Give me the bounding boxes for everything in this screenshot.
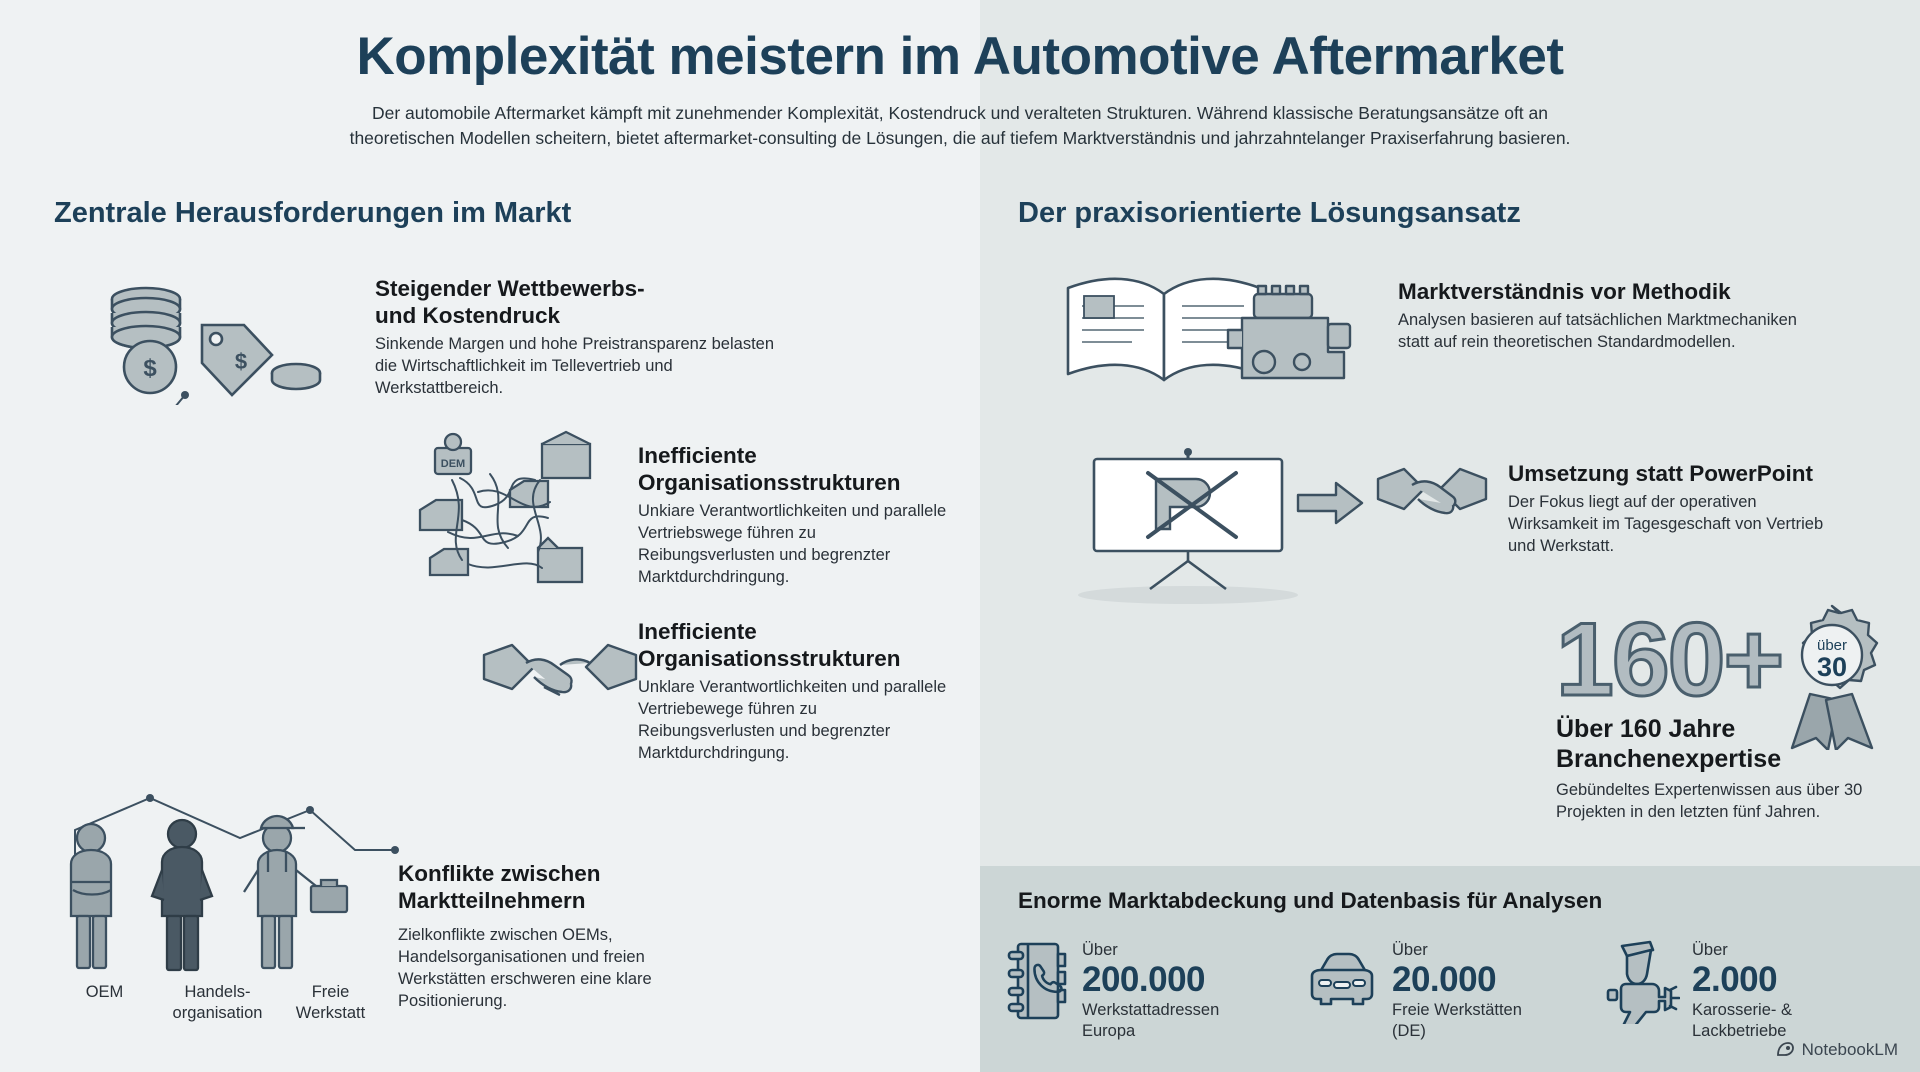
big-stat-body: Gebündeltes Expertenwissen aus über 30 P…	[1556, 781, 1863, 821]
challenge-2-body: Unkiare Verantwortlichkeiten und paralle…	[638, 502, 947, 586]
page-subtitle: Der automobile Aftermarket kämpft mit zu…	[220, 101, 1700, 151]
stat-1-label-line1: Werkstattadressen	[1082, 1001, 1220, 1019]
person-label-werkstatt-line2: Werkstatt	[295, 1004, 366, 1022]
spray-gun-icon	[1606, 940, 1680, 1024]
data-panel-title: Enorme Marktabdeckung und Datenbasis für…	[1018, 888, 1603, 913]
car-front-icon	[1310, 952, 1374, 1006]
data-panel-stats: Über 200.000 Werkstattadressen Europa	[1004, 938, 1904, 1042]
solution-2-body: Der Fokus liegt auf der operativen Wirks…	[1508, 493, 1824, 555]
stat-1-label-line2: Europa	[1082, 1022, 1136, 1040]
stat-werkstattadressen: Über 200.000 Werkstattadressen Europa	[1004, 938, 1304, 1042]
challenge-3-body: Unklare Verantwortlichkeiten und paralle…	[638, 678, 947, 762]
big-stat-number: 160+	[1555, 602, 1786, 718]
stat-2-label-line2: (DE)	[1392, 1022, 1426, 1040]
stat-1-prefix: Über	[1082, 941, 1118, 959]
stat-freie-werkstaetten: Über 20.000 Freie Werkstätten (DE)	[1304, 938, 1604, 1042]
handshake-icon	[349, 581, 650, 740]
person-label-handel-line2: organisation	[172, 1004, 263, 1022]
network-node-label: DEM	[441, 458, 465, 470]
challenge-block-2: Inefficiente Organisationsstrukturen Unk…	[638, 442, 978, 588]
page-title: Komplexität meistern im Automotive After…	[356, 27, 1564, 86]
address-book-phone-icon	[1007, 942, 1067, 1020]
stat-2-label-line1: Freie Werkstätten	[1392, 1001, 1522, 1019]
award-badge-icon: über 30	[1768, 600, 1898, 755]
person-label-werkstatt-line1: Freie	[311, 983, 350, 1001]
subtitle-line-2: theoretischen Modellen scheitern, bietet…	[349, 128, 1571, 148]
solution-1-title: Marktverständnis vor Methodik	[1398, 279, 1731, 304]
challenge-4-title-line2: Marktteilnehmern	[398, 888, 586, 913]
challenge-2-title-line1: Inefficiente	[638, 443, 757, 468]
badge-small-text: über	[1817, 637, 1847, 654]
big-stat-block: 160+ Über 160 Jahre Branchenexpertise Ge…	[1555, 602, 1916, 823]
challenge-4-body: Zielkonflikte zwischen OEMs, Handelsorga…	[398, 926, 652, 1010]
challenge-3-title-line1: Inefficiente	[638, 619, 757, 644]
stat-2-number: 20.000	[1392, 960, 1497, 999]
challenge-4-title: Konflikte zwischen Marktteilnehmern	[398, 860, 738, 914]
tangled-network-icon: DEM	[334, 430, 620, 605]
person-label-handelsorganisation: Handels- organisation	[161, 982, 274, 1024]
person-label-freie-werkstatt: Freie Werkstatt	[274, 982, 387, 1024]
challenge-3-title: Inefficiente Organisationsstrukturen	[638, 618, 978, 672]
challenge-1-body: Sinkende Margen und hohe Preistransparen…	[375, 335, 775, 397]
solution-2-title: Umsetzung statt PowerPoint	[1508, 461, 1814, 486]
notebooklm-logo: NotebookLM	[1775, 1040, 1898, 1060]
person-label-handel-line1: Handels-	[184, 983, 251, 1001]
person-labels: OEM Handels- organisation Freie Werkstat…	[48, 982, 388, 1024]
data-coverage-panel: Enorme Marktabdeckung und Datenbasis für…	[980, 866, 1920, 1072]
notebooklm-logo-text: NotebookLM	[1801, 1040, 1898, 1059]
challenge-3-title-line2: Organisationsstrukturen	[638, 646, 901, 671]
big-stat-title-line1: Über 160 Jahre	[1556, 715, 1736, 743]
solution-1-body: Analysen basieren auf tatsächlichen Mark…	[1398, 311, 1797, 351]
challenge-4-title-line1: Konflikte zwischen	[398, 861, 601, 886]
big-stat-title-line2: Branchenexpertise	[1556, 745, 1782, 773]
stat-3-prefix: Über	[1692, 941, 1728, 959]
stat-2-prefix: Über	[1392, 941, 1428, 959]
challenge-1-title-line1: Steigender Wettbewerbs-	[375, 276, 645, 301]
notebooklm-mark-icon	[1776, 1042, 1794, 1056]
stat-karosserie-lackbetriebe: Über 2.000 Karosserie- & Lackbetriebe	[1604, 938, 1904, 1042]
stat-3-number: 2.000	[1692, 960, 1778, 999]
person-label-oem: OEM	[48, 982, 161, 1024]
stat-1-number: 200.000	[1082, 960, 1206, 999]
person-label-oem-line1: OEM	[85, 983, 124, 1001]
svg-text:$: $	[143, 355, 157, 382]
subtitle-line-1: Der automobile Aftermarket kämpft mit zu…	[371, 103, 1548, 123]
solution-block-1: Marktverständnis vor Methodik Analysen b…	[1398, 278, 1818, 353]
header: Komplexität meistern im Automotive After…	[0, 0, 1920, 151]
left-column-heading: Zentrale Herausforderungen im Markt	[54, 197, 572, 229]
challenge-1-title-line2: und Kostendruck	[375, 303, 561, 328]
three-people-icon	[55, 790, 405, 985]
book-engine-icon	[1058, 258, 1388, 413]
stat-3-label-line1: Karosserie- &	[1692, 1001, 1792, 1019]
svg-text:$: $	[235, 349, 247, 374]
challenge-block-4: Konflikte zwischen Marktteilnehmern Ziel…	[398, 860, 738, 1012]
challenge-2-title: Inefficiente Organisationsstrukturen	[638, 442, 978, 496]
challenge-block-1: Steigender Wettbewerbs- und Kostendruck …	[375, 275, 835, 399]
presentation-handshake-icon	[1060, 445, 1490, 610]
big-stat-title: Über 160 Jahre Branchenexpertise	[1556, 714, 1916, 774]
solution-block-2: Umsetzung statt PowerPoint Der Fokus lie…	[1508, 460, 1908, 557]
challenge-block-3: Inefficiente Organisationsstrukturen Unk…	[638, 618, 978, 764]
stat-3-label-line2: Lackbetriebe	[1692, 1022, 1787, 1040]
coins-pricetag-icon: $ $	[90, 275, 340, 472]
challenge-2-title-line2: Organisationsstrukturen	[638, 470, 901, 495]
badge-number: 30	[1817, 652, 1847, 682]
right-column-heading: Der praxisorientierte Lösungsansatz	[1018, 197, 1521, 229]
challenge-1-title: Steigender Wettbewerbs- und Kostendruck	[375, 275, 835, 329]
